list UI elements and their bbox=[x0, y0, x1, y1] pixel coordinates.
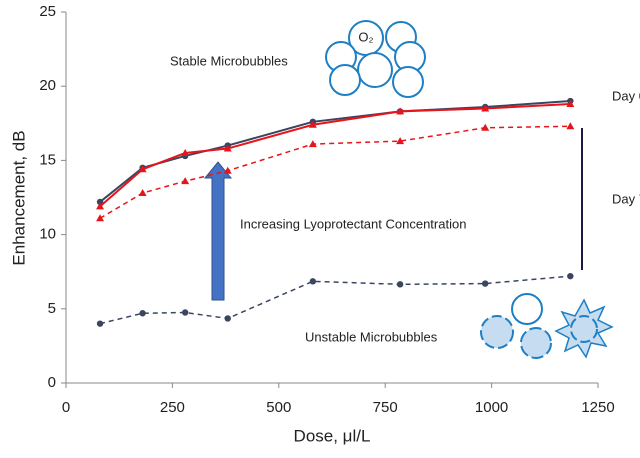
y-tick-label: 5 bbox=[48, 300, 56, 317]
x-tick-label: 1000 bbox=[475, 399, 508, 416]
point bbox=[181, 309, 189, 316]
annotation: O₂ bbox=[358, 29, 373, 44]
x-tick-label: 1250 bbox=[581, 399, 614, 416]
annotation: Stable Microbubbles bbox=[170, 53, 288, 68]
point bbox=[481, 104, 490, 112]
point bbox=[96, 320, 104, 327]
point bbox=[223, 166, 232, 174]
point bbox=[138, 165, 147, 173]
point bbox=[396, 107, 405, 115]
point bbox=[138, 189, 147, 197]
point bbox=[482, 280, 489, 287]
point bbox=[396, 137, 405, 145]
x-axis-title: Dose, μl/L bbox=[294, 426, 371, 445]
y-tick-label: 0 bbox=[48, 374, 56, 391]
annotation: Increasing Lyoprotectant Concentration bbox=[240, 216, 466, 231]
series-line bbox=[99, 103, 571, 208]
x-tick-label: 0 bbox=[62, 399, 70, 416]
y-tick-label: 20 bbox=[39, 77, 56, 94]
point bbox=[566, 100, 575, 108]
x-tick-label: 500 bbox=[266, 399, 291, 416]
decorations bbox=[203, 20, 614, 359]
point bbox=[223, 144, 232, 152]
point bbox=[139, 310, 146, 317]
y-tick-label: 25 bbox=[39, 3, 56, 20]
point bbox=[181, 148, 190, 156]
point bbox=[181, 177, 190, 185]
point bbox=[566, 122, 575, 130]
point bbox=[96, 202, 105, 210]
series-line bbox=[99, 125, 571, 219]
series-line bbox=[99, 275, 571, 325]
y-tick-label: 10 bbox=[39, 226, 56, 243]
point bbox=[396, 281, 404, 288]
annotation: Day 0 bbox=[612, 88, 640, 103]
x-tick-label: 750 bbox=[373, 399, 398, 416]
series-line bbox=[99, 100, 571, 203]
point bbox=[308, 140, 317, 148]
annotation: Day 7 bbox=[612, 191, 640, 206]
point bbox=[224, 315, 231, 322]
point bbox=[96, 214, 105, 222]
point bbox=[567, 272, 574, 280]
point bbox=[96, 198, 104, 206]
annotation: Unstable Microbubbles bbox=[305, 329, 438, 344]
point bbox=[309, 278, 317, 285]
x-tick-label: 250 bbox=[160, 399, 185, 416]
y-tick-label: 15 bbox=[39, 151, 56, 168]
y-axis-title: Enhancement, dB bbox=[9, 130, 28, 265]
point bbox=[481, 123, 490, 131]
point bbox=[308, 120, 317, 128]
